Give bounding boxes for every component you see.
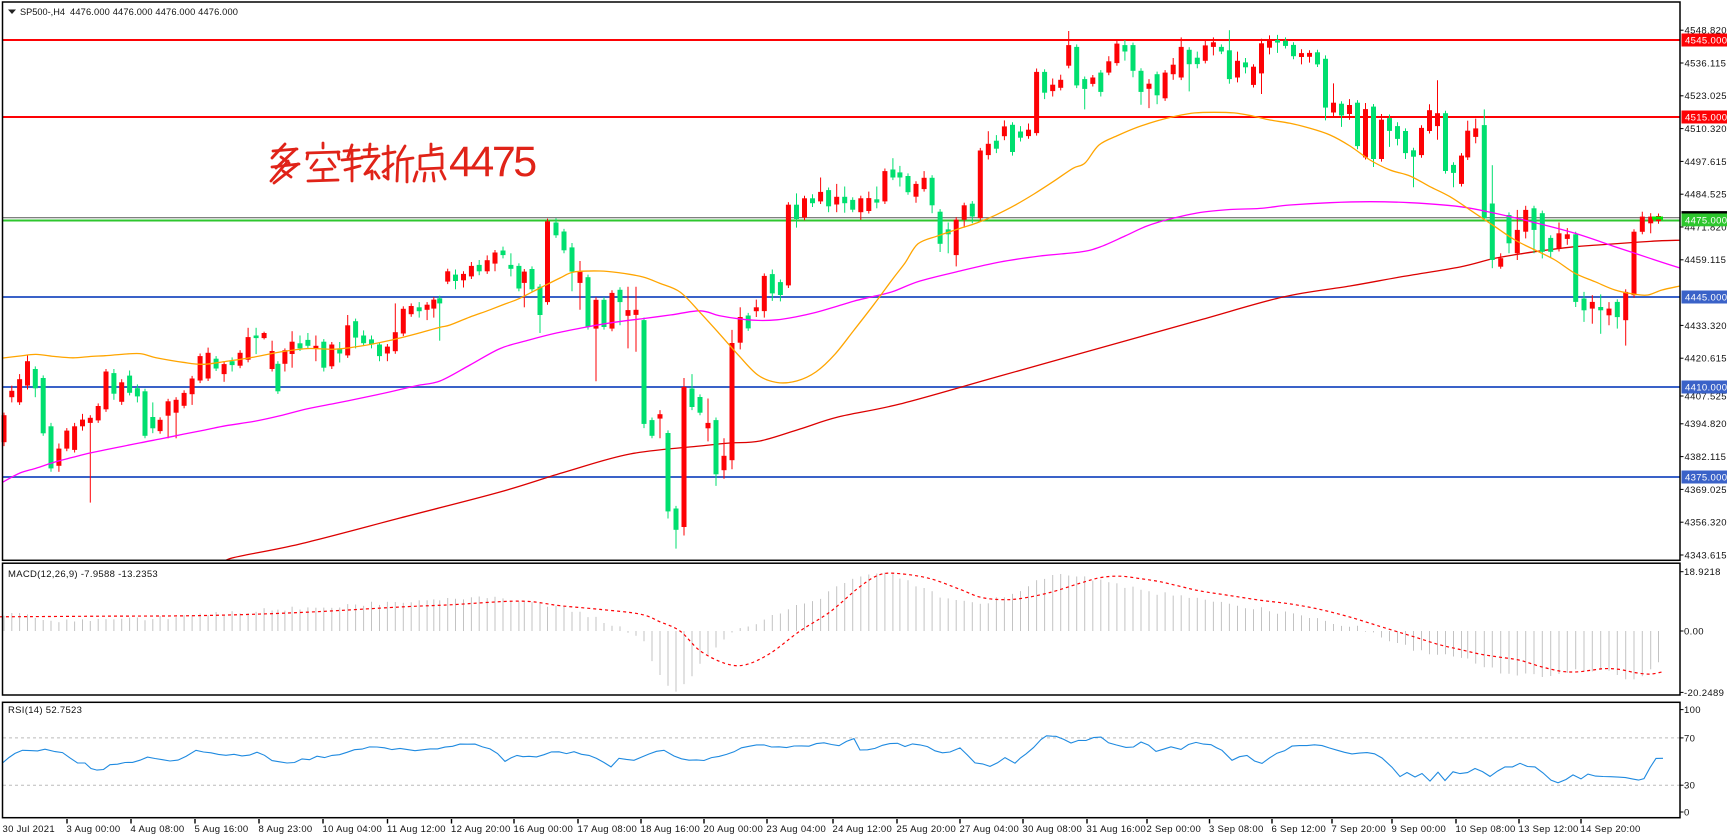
svg-text:4497.615: 4497.615 bbox=[1685, 157, 1727, 168]
svg-text:20 Aug 00:00: 20 Aug 00:00 bbox=[704, 824, 764, 835]
svg-text:30 Jul 2021: 30 Jul 2021 bbox=[3, 824, 55, 835]
svg-text:23 Aug 04:00: 23 Aug 04:00 bbox=[767, 824, 827, 835]
svg-text:6 Sep 12:00: 6 Sep 12:00 bbox=[1272, 824, 1327, 835]
svg-text:4356.320: 4356.320 bbox=[1685, 518, 1727, 529]
svg-text:4475.000: 4475.000 bbox=[1685, 215, 1727, 226]
svg-text:4445.000: 4445.000 bbox=[1685, 293, 1727, 304]
svg-text:0: 0 bbox=[1684, 807, 1690, 818]
svg-text:16 Aug 00:00: 16 Aug 00:00 bbox=[514, 824, 574, 835]
svg-text:4484.525: 4484.525 bbox=[1685, 190, 1727, 201]
svg-text:10 Aug 04:00: 10 Aug 04:00 bbox=[323, 824, 383, 835]
svg-text:4545.000: 4545.000 bbox=[1685, 36, 1727, 47]
svg-text:2 Sep 00:00: 2 Sep 00:00 bbox=[1147, 824, 1202, 835]
svg-text:11 Aug 12:00: 11 Aug 12:00 bbox=[387, 824, 446, 835]
svg-text:4471.820: 4471.820 bbox=[1685, 222, 1727, 233]
svg-text:25 Aug 20:00: 25 Aug 20:00 bbox=[897, 824, 957, 835]
svg-text:4515.000: 4515.000 bbox=[1685, 113, 1727, 124]
svg-text:SP500-,H4: SP500-,H4 bbox=[20, 7, 65, 17]
svg-text:4375.000: 4375.000 bbox=[1685, 473, 1727, 484]
svg-text:7 Sep 20:00: 7 Sep 20:00 bbox=[1332, 824, 1387, 835]
svg-text:4394.820: 4394.820 bbox=[1685, 419, 1727, 430]
svg-text:4369.025: 4369.025 bbox=[1685, 485, 1727, 496]
svg-text:13 Sep 12:00: 13 Sep 12:00 bbox=[1519, 824, 1579, 835]
svg-text:4343.615: 4343.615 bbox=[1685, 550, 1727, 561]
svg-text:-20.2489: -20.2489 bbox=[1684, 688, 1724, 699]
svg-text:3 Sep 08:00: 3 Sep 08:00 bbox=[1209, 824, 1264, 835]
svg-text:12 Aug 20:00: 12 Aug 20:00 bbox=[451, 824, 511, 835]
svg-text:18.9218: 18.9218 bbox=[1684, 567, 1721, 578]
svg-text:4476.000 4476.000 4476.000 447: 4476.000 4476.000 4476.000 4476.000 bbox=[70, 7, 238, 17]
svg-text:8 Aug 23:00: 8 Aug 23:00 bbox=[259, 824, 313, 835]
svg-text:4420.615: 4420.615 bbox=[1685, 354, 1727, 365]
svg-text:4 Aug 08:00: 4 Aug 08:00 bbox=[131, 824, 185, 835]
svg-text:30: 30 bbox=[1684, 781, 1695, 792]
svg-text:30 Aug 08:00: 30 Aug 08:00 bbox=[1023, 824, 1083, 835]
svg-text:4523.025: 4523.025 bbox=[1685, 91, 1727, 102]
svg-text:9 Sep 00:00: 9 Sep 00:00 bbox=[1392, 824, 1447, 835]
svg-text:4475: 4475 bbox=[449, 138, 536, 186]
svg-text:MACD(12,26,9) -7.9588 -13.2353: MACD(12,26,9) -7.9588 -13.2353 bbox=[8, 569, 158, 580]
svg-text:10 Sep 08:00: 10 Sep 08:00 bbox=[1456, 824, 1516, 835]
svg-text:4548.820: 4548.820 bbox=[1685, 26, 1727, 37]
svg-text:17 Aug 08:00: 17 Aug 08:00 bbox=[578, 824, 638, 835]
svg-text:4382.115: 4382.115 bbox=[1685, 452, 1727, 463]
svg-text:4459.115: 4459.115 bbox=[1685, 255, 1727, 266]
svg-text:31 Aug 16:00: 31 Aug 16:00 bbox=[1087, 824, 1147, 835]
svg-text:3 Aug 00:00: 3 Aug 00:00 bbox=[67, 824, 121, 835]
svg-text:4410.000: 4410.000 bbox=[1685, 383, 1727, 394]
svg-text:5 Aug 16:00: 5 Aug 16:00 bbox=[195, 824, 249, 835]
svg-text:27 Aug 04:00: 27 Aug 04:00 bbox=[960, 824, 1020, 835]
svg-text:4510.320: 4510.320 bbox=[1685, 124, 1727, 135]
svg-text:0.00: 0.00 bbox=[1684, 626, 1704, 637]
svg-text:4407.525: 4407.525 bbox=[1685, 391, 1727, 402]
svg-text:70: 70 bbox=[1684, 733, 1695, 744]
svg-text:18 Aug 16:00: 18 Aug 16:00 bbox=[641, 824, 701, 835]
svg-text:100: 100 bbox=[1684, 705, 1701, 716]
svg-text:24 Aug 12:00: 24 Aug 12:00 bbox=[833, 824, 893, 835]
svg-text:4433.320: 4433.320 bbox=[1685, 321, 1727, 332]
svg-text:4536.115: 4536.115 bbox=[1685, 58, 1727, 69]
svg-text:14 Sep 20:00: 14 Sep 20:00 bbox=[1581, 824, 1641, 835]
svg-text:RSI(14) 52.7523: RSI(14) 52.7523 bbox=[8, 705, 82, 716]
